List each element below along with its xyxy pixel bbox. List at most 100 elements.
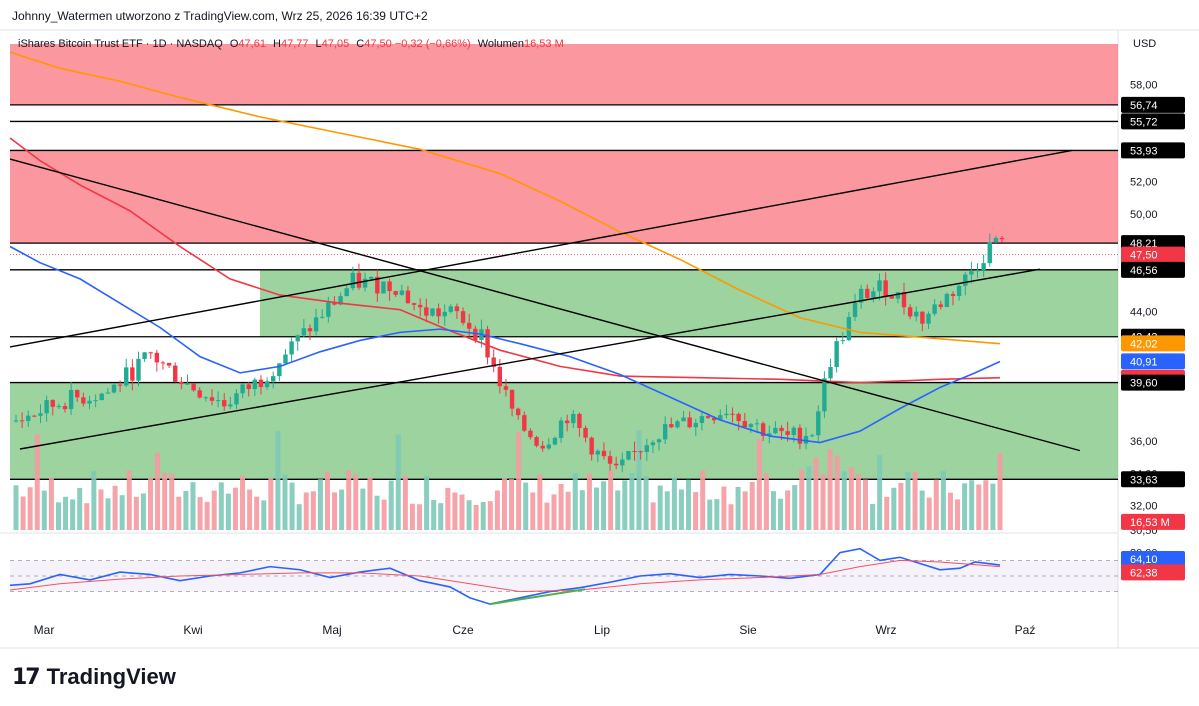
volume-bar	[162, 472, 168, 530]
candle-body	[301, 328, 307, 336]
candle-body	[307, 328, 313, 332]
volume-bar	[155, 452, 161, 530]
sma-orange-line	[9, 51, 1001, 345]
volume-bar	[976, 484, 982, 530]
candle-body	[209, 397, 215, 401]
month-label: Wrz	[875, 623, 896, 637]
currency-label[interactable]: USD	[1133, 38, 1157, 50]
volume-bar	[686, 479, 692, 530]
volume-bar	[664, 491, 670, 530]
candle-body	[320, 316, 325, 318]
price-badge	[1121, 113, 1185, 130]
volume-bar	[933, 479, 939, 530]
candle-body	[387, 281, 392, 292]
month-label: Lip	[594, 623, 610, 637]
candle-body	[417, 304, 423, 308]
candle-body	[246, 384, 251, 390]
month-label: Paź	[1015, 623, 1036, 637]
candle-body	[944, 293, 950, 307]
volume-bar	[955, 499, 961, 530]
candle-body	[264, 381, 270, 388]
candle-body	[338, 296, 343, 305]
volume-bar	[140, 493, 146, 530]
volume-bar	[296, 504, 302, 530]
price-badge-label: 56,74	[1130, 100, 1158, 112]
candle-body	[509, 389, 515, 409]
candle-body	[816, 411, 821, 436]
volume-bar	[105, 498, 111, 530]
candle-body	[828, 367, 833, 379]
candle-body	[130, 367, 135, 381]
price-tick-label: 44,00	[1130, 306, 1158, 318]
volume-bar	[381, 499, 387, 530]
volume-bar	[367, 477, 373, 530]
candle-body	[852, 302, 858, 318]
candle-body	[803, 435, 809, 444]
trendline-down	[9, 158, 1081, 452]
volume-bar	[487, 501, 493, 530]
price-badge	[1121, 142, 1185, 159]
volume-bar	[799, 469, 805, 530]
volume-bar	[671, 477, 677, 530]
candle-body	[203, 397, 209, 399]
candle-body	[987, 242, 992, 264]
volume-bar	[714, 499, 720, 530]
candle-body	[773, 427, 778, 434]
candle-body	[350, 272, 356, 289]
candle-body	[926, 313, 931, 324]
candle-body	[19, 420, 25, 422]
high-value: 47,77	[280, 38, 309, 50]
candle-body	[809, 435, 815, 437]
volume-bar	[969, 480, 975, 530]
candle-body	[564, 420, 570, 424]
volume-bar	[905, 471, 911, 530]
volume-bar	[728, 504, 734, 530]
month-label: Mar	[34, 623, 55, 637]
plot-background	[0, 30, 1199, 648]
candle-body	[124, 367, 129, 386]
volume-bar	[84, 503, 90, 530]
volume-bar	[424, 475, 430, 530]
candle-body	[258, 379, 264, 388]
candle-body	[534, 437, 539, 446]
volume-bar	[516, 432, 522, 530]
candle-body	[466, 322, 472, 329]
rsi-ma-line	[9, 559, 1001, 593]
volume-bar	[353, 474, 359, 530]
candle-body	[595, 450, 601, 455]
volume-bar	[126, 470, 132, 530]
candle-body	[693, 422, 698, 428]
volume-bar	[792, 485, 798, 530]
volume-bar	[678, 489, 684, 530]
volume-bar	[473, 504, 479, 530]
volume-bar	[112, 485, 118, 530]
candle-body	[454, 306, 460, 312]
candle-body	[920, 311, 925, 324]
candle-body	[981, 263, 986, 271]
volume-bar	[346, 470, 352, 530]
volume-bar	[494, 490, 500, 530]
candle-body	[179, 381, 184, 385]
candle-body	[442, 311, 447, 317]
candle-body	[822, 378, 827, 412]
candle-body	[589, 437, 594, 455]
tradingview-logo[interactable]: 17 TradingView	[12, 664, 176, 690]
tradingview-wordmark: TradingView	[46, 664, 176, 689]
open-label: O	[229, 38, 239, 50]
volume-bar	[962, 483, 968, 530]
volume-bar	[990, 483, 996, 530]
candle-body	[185, 383, 190, 385]
zone-green-2	[260, 269, 1118, 337]
month-label: Maj	[322, 623, 341, 637]
candle-body	[148, 352, 153, 354]
close-label: C	[356, 38, 365, 50]
price-badge-label: 53,93	[1130, 145, 1158, 157]
volume-bar	[785, 490, 791, 530]
candle-body	[779, 427, 784, 432]
trendline-up-upper	[9, 149, 1073, 348]
candle-body	[136, 358, 141, 381]
volume-bar	[77, 487, 83, 530]
candle-body	[552, 437, 558, 445]
candle-body	[577, 413, 582, 428]
